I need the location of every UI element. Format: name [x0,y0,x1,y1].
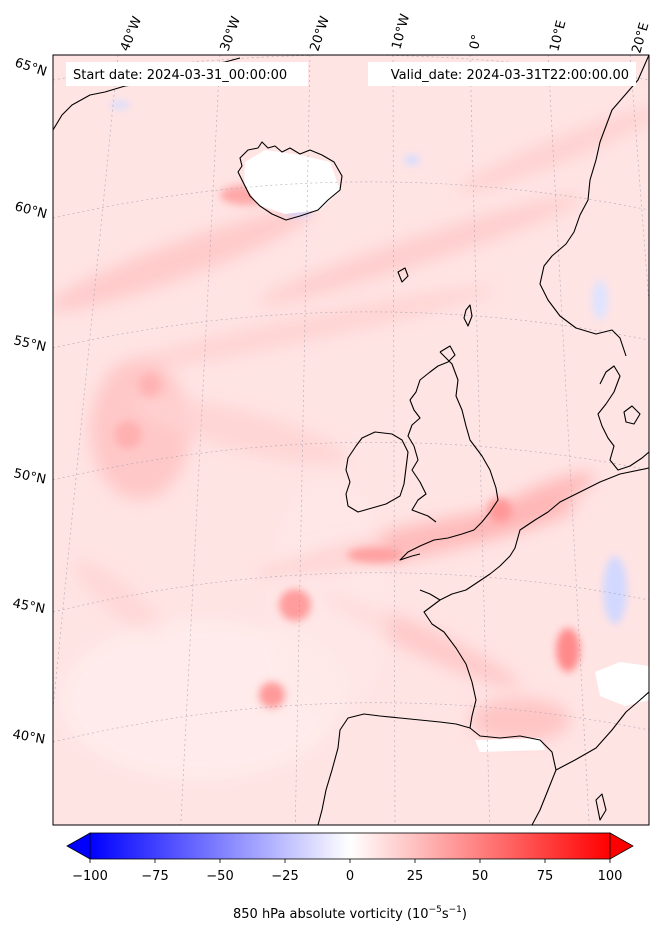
vorticity-center [259,682,285,708]
vorticity-band [470,698,570,742]
vorticity-band [72,559,168,641]
scotland-coast [407,345,456,447]
wales-coast [411,445,437,523]
iberia-east-coast [469,727,557,825]
meridian-line [547,55,590,825]
map-axes [53,55,649,825]
colorbar-tick-label: 100 [598,869,623,884]
meridian-line [392,55,396,825]
corsica [595,793,607,821]
vorticity-calm-area [270,480,390,720]
vorticity-calm-area [60,620,340,780]
colorbar-tick-label: 0 [346,869,354,884]
header-box-left [66,62,308,86]
longitude-labels: 40°W 30°W 20°W 10°W 0° 10°E 20°E [118,12,653,55]
longitude-label: 40°W [118,14,145,53]
mediterranean-coast [555,691,649,771]
vorticity-center [279,589,311,621]
graticule [53,55,649,825]
start-date-label: Start date: 2024-03-31_00:00:00 [73,68,287,83]
parallel-line [53,311,649,349]
vorticity-band [104,286,496,374]
longitude-label: 30°W [218,14,244,53]
negative-vorticity [404,155,420,165]
parallel-line [53,442,649,481]
colorbar-label-exp2: −1 [449,905,462,915]
iberia-coast [317,713,471,825]
meridian-line [469,55,490,825]
vorticity-center [556,628,580,672]
colorbar-tick-label: −100 [72,869,108,884]
latitude-label: 50°N [12,466,47,487]
vorticity-band [258,195,582,305]
colorbar-body [89,832,611,860]
colorbar-tick-label: −75 [141,869,168,884]
map-frame [52,54,650,826]
parallel-line [53,181,649,219]
iberia-mask [475,738,545,752]
negative-vorticity [110,101,130,109]
vorticity-band [457,107,649,193]
colorbar-ticks: −100 −75 −50 −25 0 25 50 75 100 [72,859,622,884]
header-box-right [368,62,636,86]
britain-east-coast [439,351,499,531]
colorbar-label-suffix: ) [462,907,467,922]
longitude-label: 0° [467,33,485,51]
longitude-label: 10°E [547,19,569,53]
colorbar-tick-label: 75 [537,869,554,884]
faroe-islands [397,267,409,283]
latitude-label: 55°N [12,333,47,355]
meridian-line [180,55,221,825]
vorticity-features [53,107,649,780]
channel-coast [439,467,649,601]
latitude-label: 40°N [11,727,46,747]
negative-vorticity [592,280,608,320]
colorbar-low-extend [66,832,91,860]
vorticity-maxima [114,185,580,708]
meridian-line [53,55,119,713]
scandinavia-coast [539,55,649,357]
alps-mask [595,662,649,706]
baltic-islands [623,405,641,425]
latitude-labels: 65°N 60°N 55°N 50°N 45°N 40°N [11,56,48,748]
vorticity-center [488,498,512,522]
vorticity-center [347,547,403,563]
colorbar-tick-label: −25 [271,869,298,884]
vorticity-center [138,373,162,397]
colorbar-label: 850 hPa absolute vorticity (10−5s−1) [233,905,467,922]
colorbar-high-extend [609,832,634,860]
latitude-label: 45°N [11,596,46,617]
latitude-label: 60°N [13,199,49,222]
valid-date-label: Valid_date: 2024-03-31T22:00:00.00 [391,68,629,83]
colorbar-tick-label: 25 [407,869,424,884]
colorbar-label-exp1: −5 [429,905,442,915]
longitude-label: 10°W [389,12,413,51]
parallel-line [53,572,649,613]
colorbar-label-mid: s [442,907,449,922]
colorbar-label-prefix: 850 hPa absolute vorticity (10 [233,907,429,922]
iceland-interior [244,150,340,214]
denmark-coast [597,365,649,471]
vorticity-band [53,209,312,311]
parallel-line [53,702,649,743]
colorbar-tick-label: −50 [206,869,233,884]
coastlines [53,55,649,825]
longitude-label: 20°E [629,21,652,55]
longitude-label: 20°W [308,14,333,53]
shetland-islands [463,304,473,327]
vorticity-center [114,421,142,449]
colorbar-tick-label: 50 [472,869,489,884]
iceland-coast [237,141,343,221]
terrain-masks [244,150,649,752]
ireland-coast [345,431,409,513]
britain-south-coast [399,529,475,561]
vorticity-band [133,395,347,465]
negative-vorticity [603,556,627,624]
latitude-label: 65°N [13,56,49,80]
colorbar: −100 −75 −50 −25 0 25 50 75 100 850 hPa absolute… [66,832,634,922]
meridian-line [629,55,649,309]
meridian-line [294,55,311,825]
